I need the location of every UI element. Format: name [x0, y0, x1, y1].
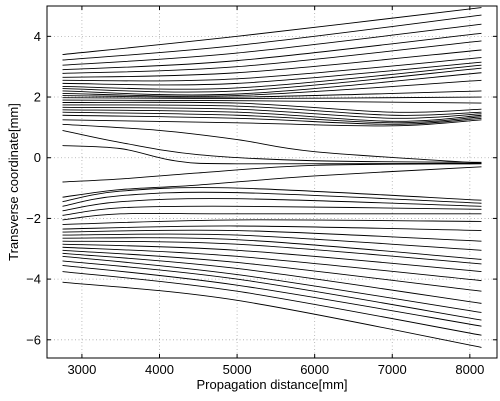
y-tick-label: −2	[26, 211, 41, 226]
series-line	[62, 23, 482, 66]
y-tick-label: 0	[34, 150, 41, 165]
y-tick-label: −6	[26, 332, 41, 347]
x-tick-label: 7000	[378, 362, 407, 377]
series-line	[62, 14, 482, 61]
series-line	[62, 225, 482, 231]
series-line	[62, 166, 482, 198]
series-line	[62, 205, 482, 216]
x-tick-label: 6000	[300, 362, 329, 377]
series-line	[62, 271, 482, 336]
series-line	[62, 246, 482, 282]
series-line	[62, 96, 482, 100]
series-line	[62, 79, 482, 97]
series-line	[62, 229, 482, 242]
series-line	[62, 233, 482, 251]
series-line	[62, 129, 482, 163]
series-line	[62, 281, 482, 348]
y-axis-label: Transverse coordinate[mm]	[6, 103, 21, 261]
series-line	[62, 119, 482, 127]
y-tick-label: 2	[34, 90, 41, 105]
series-line	[62, 219, 482, 225]
series-line	[62, 61, 482, 86]
series-line	[62, 111, 482, 124]
series-line	[62, 109, 482, 122]
series-line	[62, 198, 482, 212]
y-tick-label: −4	[26, 272, 41, 287]
series-line	[62, 240, 482, 265]
series-line	[62, 191, 482, 207]
series-line	[62, 237, 482, 260]
x-tick-label: 5000	[223, 362, 252, 377]
series-line	[62, 40, 482, 74]
series-lines	[62, 7, 482, 348]
axis-ticks: 3000 4000 5000 6000 7000 8000 −6 −4 −2 0 2 4	[26, 6, 497, 377]
series-line	[62, 64, 482, 90]
plot-frame	[46, 5, 498, 359]
series-line	[62, 104, 482, 116]
series-line	[62, 255, 482, 313]
series-line	[62, 252, 482, 304]
series-line	[62, 99, 482, 104]
series-line	[62, 32, 482, 71]
y-tick-label: 4	[34, 29, 41, 44]
series-line	[62, 72, 482, 96]
series-line	[62, 123, 482, 164]
x-tick-label: 4000	[145, 362, 174, 377]
series-line	[62, 145, 482, 165]
series-line	[62, 243, 482, 272]
series-line	[62, 67, 482, 93]
series-line	[62, 114, 482, 125]
x-axis-label: Propagation distance[mm]	[196, 377, 347, 392]
series-line	[62, 249, 482, 292]
series-line	[62, 212, 482, 221]
series-line	[62, 57, 482, 82]
grid-lines	[47, 6, 497, 358]
x-tick-label: 3000	[67, 362, 96, 377]
series-line	[62, 90, 482, 98]
series-line	[62, 265, 482, 327]
series-line	[62, 187, 482, 203]
x-tick-label: 8000	[455, 362, 484, 377]
series-line	[62, 101, 482, 113]
series-line	[62, 106, 482, 119]
series-line	[62, 49, 482, 78]
series-line	[62, 163, 482, 183]
series-line	[62, 260, 482, 321]
series-line	[62, 7, 482, 55]
